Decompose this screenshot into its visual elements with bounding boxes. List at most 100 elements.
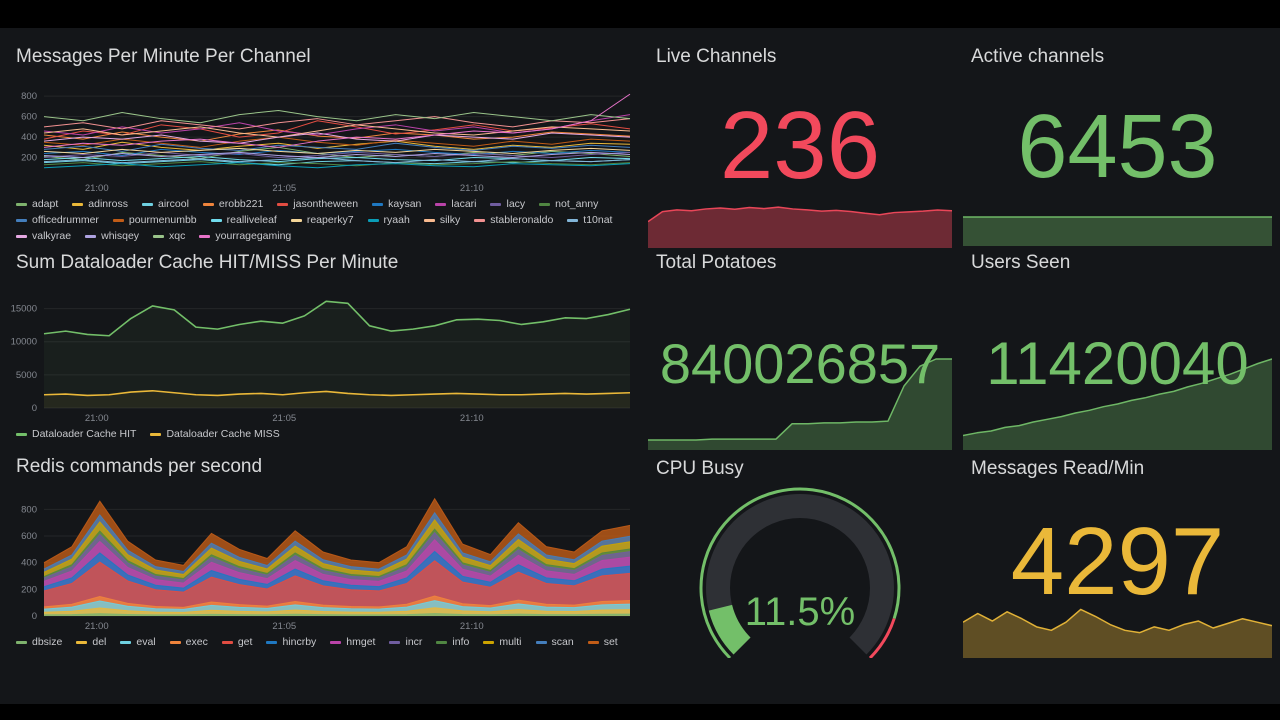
legend-color-swatch: [150, 432, 162, 436]
panel-title-users-seen[interactable]: Users Seen: [971, 252, 1071, 273]
legend-label: dbsize: [32, 636, 63, 648]
svg-text:21:05: 21:05: [272, 621, 296, 632]
legend-color-swatch: [120, 640, 132, 644]
panel-title-cpu-busy[interactable]: CPU Busy: [656, 458, 744, 479]
legend-item-ryaah[interactable]: ryaah: [367, 214, 410, 226]
legend-item-silky[interactable]: silky: [423, 214, 460, 226]
legend-label: whisqey: [101, 230, 140, 242]
legend-item-t10nat[interactable]: t10nat: [567, 214, 612, 226]
cache-chart[interactable]: 0 5000 10000 15000 21:00 21:05 21:10: [8, 286, 636, 424]
panel-title-cache[interactable]: Sum Dataloader Cache HIT/MISS Per Minute: [16, 252, 399, 273]
legend-color-swatch: [372, 202, 384, 206]
legend-item-stableronaldo[interactable]: stableronaldo: [474, 214, 553, 226]
legend-item-lacy[interactable]: lacy: [490, 198, 525, 210]
legend-color-swatch: [474, 218, 486, 222]
legend-item-info[interactable]: info: [436, 636, 469, 648]
legend-color-swatch: [277, 202, 289, 206]
panel-title-redis[interactable]: Redis commands per second: [16, 456, 263, 477]
legend-label: multi: [499, 636, 522, 648]
legend-item-dataloader-cache-miss[interactable]: Dataloader Cache MISS: [150, 428, 280, 440]
legend-color-swatch: [535, 640, 547, 644]
legend-item-yourragegaming[interactable]: yourragegaming: [199, 230, 291, 242]
legend-label: incr: [405, 636, 423, 648]
legend-item-eval[interactable]: eval: [120, 636, 156, 648]
legend-item-aircool[interactable]: aircool: [141, 198, 189, 210]
legend-color-swatch: [16, 432, 27, 436]
legend-item-whisqey[interactable]: whisqey: [85, 230, 139, 242]
messages-chart[interactable]: 200 400 600 800 21:00 21:05 21:10: [8, 82, 636, 194]
svg-text:0: 0: [32, 403, 37, 414]
legend-label: t10nat: [583, 214, 613, 226]
legend-item-adinross[interactable]: adinross: [72, 198, 128, 210]
legend-label: jasontheween: [293, 198, 359, 210]
legend-item-realliveleaf[interactable]: realliveleaf: [210, 214, 277, 226]
legend-item-xqc[interactable]: xqc: [153, 230, 185, 242]
legend-color-swatch: [202, 202, 214, 206]
legend-item-pourmenumbb[interactable]: pourmenumbb: [112, 214, 197, 226]
legend-label: xqc: [169, 230, 186, 242]
messages-read-sparkline: [962, 598, 1273, 658]
legend-item-dbsize[interactable]: dbsize: [16, 636, 62, 648]
legend-item-multi[interactable]: multi: [483, 636, 522, 648]
legend-item-kaysan[interactable]: kaysan: [372, 198, 421, 210]
legend-color-swatch: [16, 202, 27, 206]
legend-label: adapt: [32, 198, 59, 210]
legend-color-swatch: [266, 640, 278, 644]
svg-text:5000: 5000: [16, 370, 37, 381]
svg-text:21:10: 21:10: [460, 183, 484, 194]
legend-color-swatch: [153, 234, 165, 238]
legend-label: reaperky7: [306, 214, 354, 226]
legend-item-del[interactable]: del: [76, 636, 106, 648]
legend-item-reaperky7[interactable]: reaperky7: [290, 214, 354, 226]
svg-text:400: 400: [21, 132, 37, 143]
active-channels-value: 6453: [1017, 97, 1218, 197]
legend-label: info: [452, 636, 470, 648]
legend-item-jasontheween[interactable]: jasontheween: [277, 198, 358, 210]
panel-total-potatoes: Total Potatoes 840026857: [648, 252, 952, 452]
svg-text:21:05: 21:05: [272, 413, 296, 424]
legend-item-set[interactable]: set: [587, 636, 618, 648]
legend-color-swatch: [221, 640, 233, 644]
legend-label: hmget: [346, 636, 376, 648]
panel-redis-commands: Redis commands per second 0 200 400 600 800 2…: [8, 456, 636, 662]
legend-item-exec[interactable]: exec: [169, 636, 208, 648]
cpu-busy-gauge: [648, 486, 952, 660]
panel-dataloader-cache: Sum Dataloader Cache HIT/MISS Per Minute…: [8, 252, 636, 452]
legend-item-incr[interactable]: incr: [389, 636, 422, 648]
legend-label: not_anny: [555, 198, 599, 210]
legend-item-not_anny[interactable]: not_anny: [539, 198, 598, 210]
panel-title-active-channels[interactable]: Active channels: [971, 46, 1105, 67]
legend-item-adapt[interactable]: adapt: [16, 198, 58, 210]
legend-item-hincrby[interactable]: hincrby: [266, 636, 316, 648]
svg-text:10000: 10000: [11, 337, 37, 348]
users-seen-sparkline: [962, 358, 1273, 450]
panel-title-live-channels[interactable]: Live Channels: [656, 46, 777, 67]
svg-text:21:05: 21:05: [272, 183, 296, 194]
legend-color-swatch: [290, 218, 302, 222]
legend-item-officedrummer[interactable]: officedrummer: [16, 214, 99, 226]
legend-color-swatch: [85, 234, 97, 238]
legend-item-lacari[interactable]: lacari: [435, 198, 476, 210]
panel-title-messages-read[interactable]: Messages Read/Min: [971, 458, 1145, 479]
legend-color-swatch: [490, 202, 502, 206]
legend-label: yourragegaming: [215, 230, 292, 242]
legend-item-erobb221[interactable]: erobb221: [202, 198, 263, 210]
svg-text:200: 200: [21, 584, 37, 595]
legend-label: adinross: [88, 198, 128, 210]
total-potatoes-sparkline: [648, 358, 952, 450]
panel-title-messages[interactable]: Messages Per Minute Per Channel: [16, 46, 311, 67]
legend-item-scan[interactable]: scan: [535, 636, 574, 648]
legend-label: kaysan: [388, 198, 422, 210]
panel-messages-per-minute: Messages Per Minute Per Channel 200 400 60…: [8, 46, 636, 246]
panel-title-total-potatoes[interactable]: Total Potatoes: [656, 252, 777, 273]
legend-item-valkyrae[interactable]: valkyrae: [16, 230, 71, 242]
legend-item-get[interactable]: get: [221, 636, 252, 648]
legend-item-dataloader-cache-hit[interactable]: Dataloader Cache HIT: [16, 428, 136, 440]
svg-text:0: 0: [32, 611, 37, 622]
legend-item-hmget[interactable]: hmget: [330, 636, 375, 648]
legend-color-swatch: [483, 640, 495, 644]
legend-color-swatch: [587, 640, 599, 644]
legend-label: lacari: [451, 198, 477, 210]
legend-label: set: [603, 636, 618, 648]
redis-chart[interactable]: 0 200 400 600 800 21:00 21:05 21:10: [8, 490, 636, 632]
